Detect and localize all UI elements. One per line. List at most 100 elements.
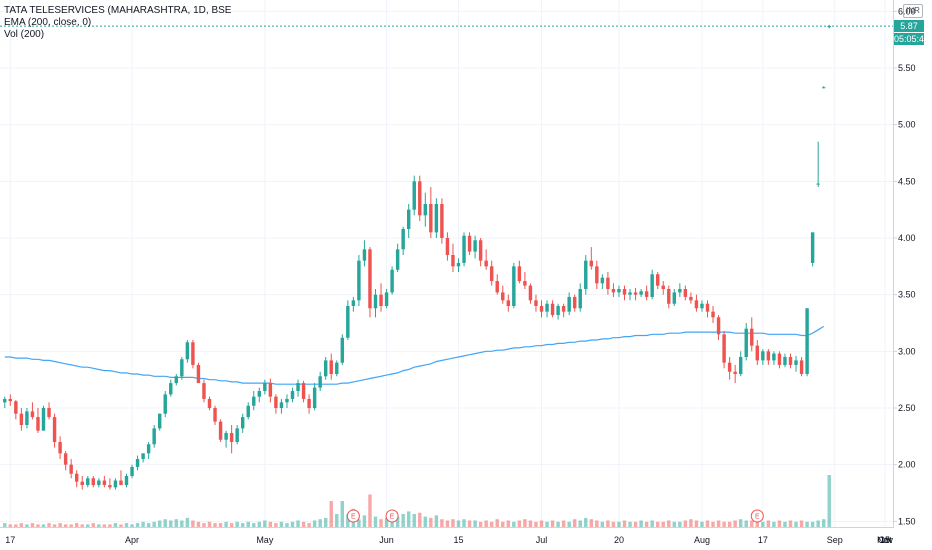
y-tick-label: 5.00 (898, 120, 916, 130)
volume-bar (633, 521, 638, 527)
x-tick-label: Oct (878, 535, 893, 545)
volume-bar (252, 523, 256, 527)
volume-bar (329, 501, 333, 527)
volume-bar (462, 519, 466, 527)
candle (91, 476, 96, 488)
candle (523, 272, 527, 289)
candle (456, 258, 461, 272)
price-axis[interactable]: 6.00 5.50 5.00 4.50 4.00 3.50 3.00 2.50 2.00 1.50 (893, 6, 916, 526)
candle (119, 470, 123, 486)
volume-bar (429, 517, 433, 527)
volume-bar (578, 520, 582, 527)
volume-bar (467, 520, 472, 527)
earnings-marker-label: E (755, 514, 760, 521)
candle (141, 453, 145, 463)
candle (157, 413, 162, 431)
candle (578, 283, 582, 312)
volume-bar (406, 511, 411, 527)
volume-bar (777, 520, 782, 527)
candle (678, 283, 682, 297)
candle (700, 300, 704, 312)
volume-bar (611, 521, 616, 527)
candle (412, 175, 416, 216)
volume-bar (362, 515, 367, 527)
volume-bar (816, 520, 820, 527)
currency-button[interactable]: INR (903, 4, 923, 18)
volume-bar (19, 523, 24, 527)
candle (163, 391, 167, 418)
candle (434, 198, 439, 238)
candle (761, 349, 765, 365)
volume-bar (788, 520, 793, 527)
candle (285, 394, 289, 408)
volume-bar (390, 519, 394, 527)
candle (506, 294, 511, 312)
candle (589, 247, 594, 270)
volume-bar (395, 516, 400, 527)
volume-bar (335, 514, 339, 527)
candle (274, 394, 278, 414)
y-tick-label: 2.00 (898, 460, 916, 470)
x-tick-label: May (256, 535, 274, 545)
earnings-marker[interactable] (750, 509, 764, 523)
earnings-marker[interactable] (385, 509, 399, 523)
volume-bar (119, 524, 123, 527)
volume-bar (556, 521, 560, 527)
candle (180, 357, 184, 380)
candle (257, 387, 262, 403)
volume-bar (135, 523, 140, 527)
volume-indicator-label[interactable]: Vol (200) (4, 29, 45, 40)
volume-bar (827, 475, 831, 527)
candle (36, 408, 40, 433)
volume-bar (290, 521, 295, 527)
candle (240, 413, 245, 433)
earnings-marker[interactable] (346, 509, 360, 523)
bar-countdown-label: 05:05:49 (894, 33, 930, 46)
y-tick-label: 4.50 (898, 176, 916, 186)
volume-bar (296, 520, 300, 527)
candle (539, 300, 544, 318)
y-tick-label: 3.00 (898, 346, 916, 356)
candle (196, 362, 201, 384)
candle (401, 226, 405, 255)
volume-bar (235, 521, 239, 527)
volume-bar (47, 523, 51, 527)
candle (58, 436, 62, 459)
volume-bar (207, 521, 212, 527)
candle (108, 478, 112, 490)
volume-bar (257, 521, 262, 527)
candle (202, 379, 206, 403)
volume-bar (323, 517, 328, 527)
volume-bar (63, 524, 68, 527)
symbol-title[interactable]: TATA TELESERVICES (MAHARASHTRA, 1D, BSE (4, 5, 232, 16)
candle (816, 141, 820, 187)
volume-bar (722, 521, 726, 527)
ema-indicator-label[interactable]: EMA (200, close, 0) (4, 17, 92, 28)
candle (462, 232, 466, 267)
volume-bar (268, 521, 273, 527)
volume-bar (606, 520, 610, 527)
candle (113, 478, 118, 490)
candle (86, 476, 90, 488)
volume-bar (672, 521, 677, 527)
candle (805, 308, 809, 377)
volume-bar (152, 521, 156, 527)
x-tick-label: 17 (758, 535, 768, 545)
volume-bar (146, 523, 151, 527)
x-tick-label: 15 (880, 535, 890, 545)
volume-bar (52, 524, 57, 527)
candle (25, 408, 29, 429)
y-tick-label: 1.50 (898, 516, 916, 526)
volume-bar (246, 521, 250, 527)
volume-bar (772, 521, 776, 527)
x-tick-label: 17 (5, 535, 15, 545)
volume-bar (667, 520, 671, 527)
volume-bar (821, 519, 826, 527)
volume-bar (163, 519, 167, 527)
candle (390, 266, 394, 295)
candle (185, 340, 190, 363)
volume-bar (727, 521, 732, 527)
earnings-marker-label: E (390, 514, 395, 521)
